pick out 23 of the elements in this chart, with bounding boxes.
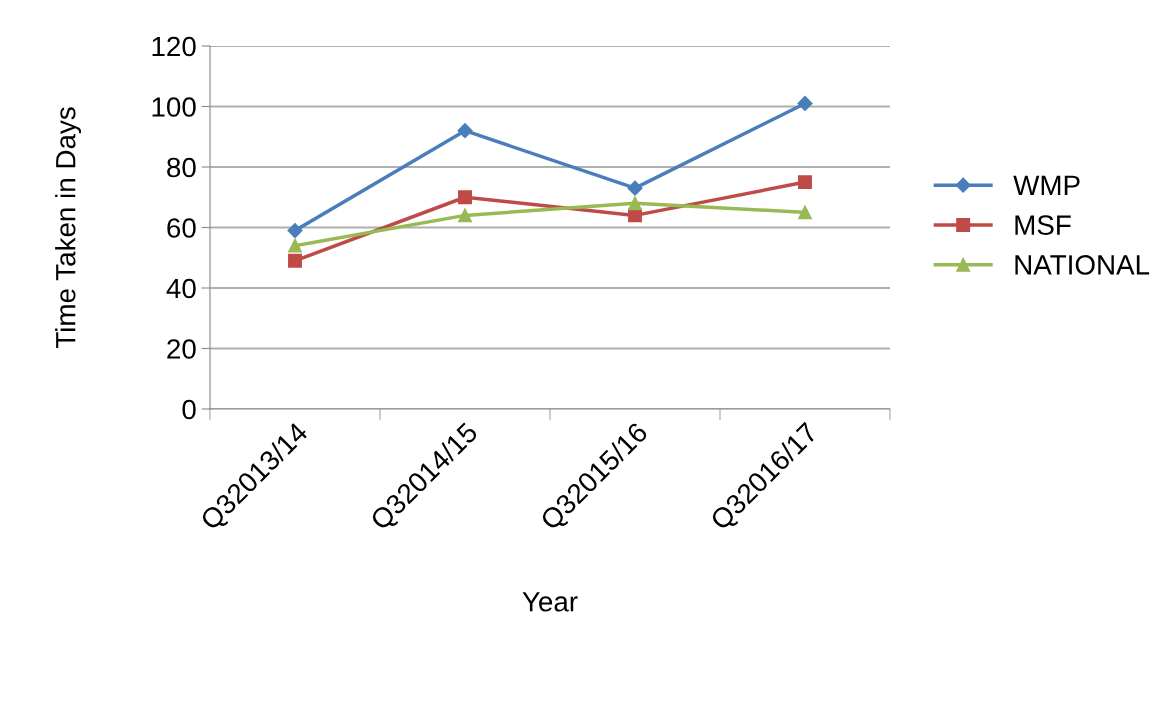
y-tick-label: 120: [152, 36, 196, 57]
y-tick-label: 0: [182, 399, 196, 420]
point: [798, 205, 812, 220]
point: [457, 123, 473, 139]
y-tick-label: 80: [167, 157, 196, 178]
x-axis-title: Year: [522, 592, 578, 612]
point: [287, 222, 303, 239]
point: [797, 95, 813, 112]
legend-label: NATIONAL: [1015, 255, 1150, 275]
point: [627, 180, 643, 196]
point: [288, 253, 302, 268]
point: [628, 196, 642, 211]
point: [798, 175, 812, 190]
point: [288, 238, 302, 253]
y-tick-label: 20: [167, 339, 196, 359]
legend-label: MSF: [1015, 215, 1071, 235]
y-tick-label: 60: [167, 218, 196, 238]
point: [458, 190, 472, 205]
y-tick-label: 40: [166, 278, 196, 299]
y-tick-label: 100: [152, 97, 196, 117]
point: [458, 208, 472, 223]
legend-label: WMP: [1013, 175, 1080, 195]
y-axis-title: Time Taken in Days: [55, 107, 82, 349]
